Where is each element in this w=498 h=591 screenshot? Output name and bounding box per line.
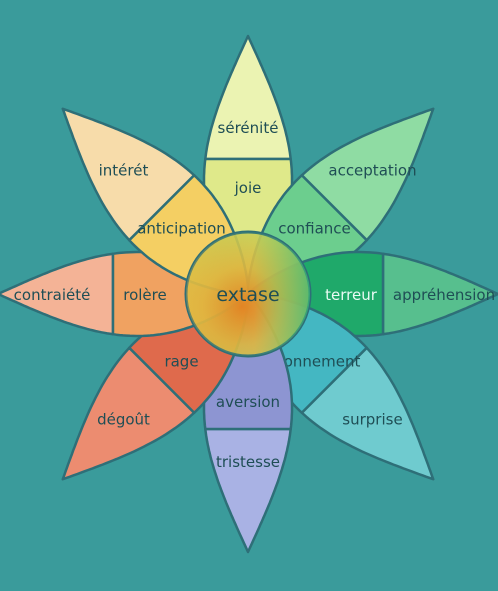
center-hub: extase — [184, 230, 312, 358]
petal-outer-label-bottom: tristesse — [216, 453, 280, 471]
petal-outer-label-bottom-right: surprise — [342, 411, 402, 429]
center-label: extase — [216, 284, 279, 306]
petal-inner-label-bottom-right: étonnement — [269, 353, 361, 371]
petal-inner-label-bottom-left: rage — [164, 353, 198, 371]
petal-outer-top — [204, 34, 292, 161]
petal-outer-left — [0, 252, 115, 336]
petal-inner-label-left: rolère — [123, 286, 166, 304]
petal-inner-label-right: terreur — [325, 286, 378, 304]
petal-inner-label-top: joie — [234, 179, 262, 197]
petal-outer-label-top-right: acceptation — [328, 162, 416, 180]
petal-outer-label-bottom-left: dégoût — [97, 411, 150, 429]
petal-inner-label-top-left: anticipation — [137, 220, 226, 238]
petal-outer-right — [381, 252, 498, 336]
petal-inner-label-top-right: confiance — [278, 220, 351, 238]
petal-outer-label-right: appréhension — [393, 286, 495, 304]
petal-outer-label-top-left: intérét — [99, 162, 149, 180]
center-overlay — [186, 232, 310, 356]
petal-outer-label-top: sérénité — [218, 119, 279, 137]
petal-inner-label-bottom: aversion — [216, 393, 280, 411]
petal-outer-label-left: contraiété — [14, 286, 91, 304]
petal-outer-bottom — [204, 427, 292, 554]
